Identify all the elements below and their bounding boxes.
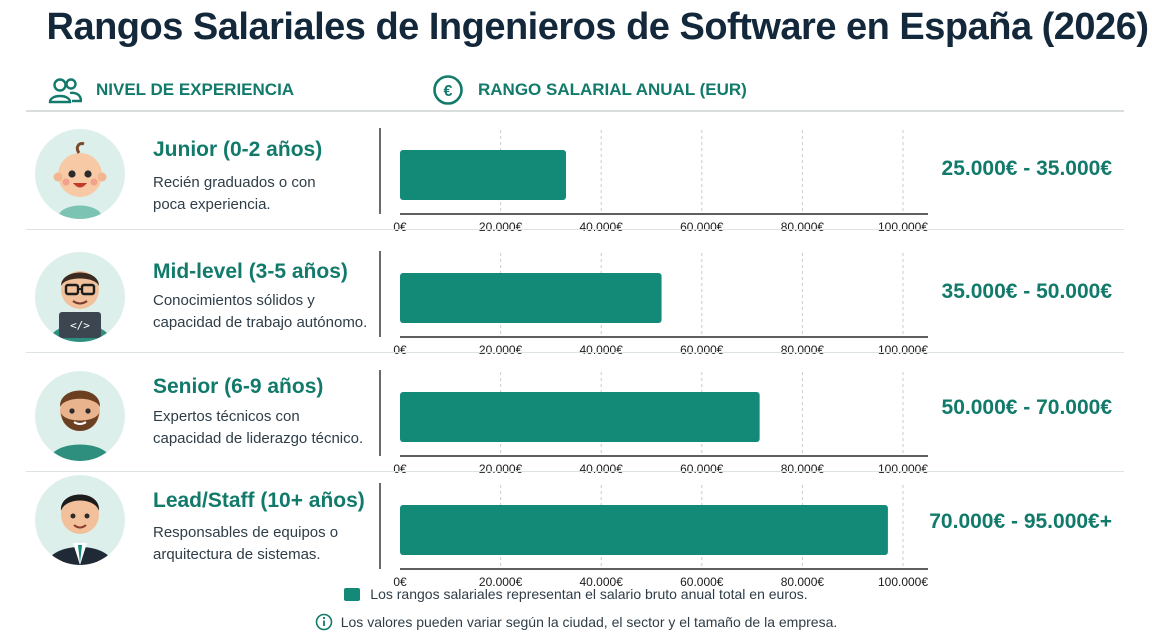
bearded-man-avatar-icon: [35, 371, 125, 461]
x-tick-label: 100.000€: [878, 220, 928, 234]
level-description: Recién graduados o con poca experiencia.: [153, 174, 316, 213]
level-title: Senior (6-9 años): [153, 375, 324, 398]
header-divider: [26, 110, 1124, 112]
x-tick-label: 100.000€: [878, 343, 928, 357]
x-tick-label: 60.000€: [680, 220, 724, 234]
row-divider: [26, 471, 1124, 472]
man-in-suit-avatar-icon: [35, 475, 125, 565]
x-tick-label: 20.000€: [479, 343, 523, 357]
x-tick-label: 80.000€: [781, 462, 825, 476]
x-tick-label: 100.000€: [878, 575, 928, 589]
x-tick-label: 60.000€: [680, 462, 724, 476]
euro-icon: €: [433, 75, 463, 105]
legend-swatch: [344, 587, 361, 601]
x-tick-label: 80.000€: [781, 575, 825, 589]
level-column-label: NIVEL DE EXPERIENCIA: [96, 80, 295, 99]
x-tick-label: 20.000€: [479, 462, 523, 476]
info-icon: [315, 613, 333, 631]
x-tick-label: 20.000€: [479, 220, 523, 234]
footnote: Los valores pueden variar según la ciuda…: [0, 613, 1152, 631]
x-tick-label: 0€: [393, 220, 407, 234]
salary-bar-chart-senior: 0€ 20.000€ 40.000€ 60.000€ 80.000€ 100.000€: [379, 370, 928, 476]
salary-bar: [400, 273, 662, 323]
x-tick-label: 20.000€: [479, 575, 523, 589]
salary-bar-chart-lead: 0€ 20.000€ 40.000€ 60.000€ 80.000€ 100.000€: [379, 483, 928, 589]
baby-avatar-icon: [35, 129, 125, 219]
level-row-senior: Senior (6-9 años) Expertos técnicos con c…: [26, 356, 1124, 476]
level-column-header: NIVEL DE EXPERIENCIA: [48, 72, 294, 108]
x-tick-label: 40.000€: [580, 575, 624, 589]
level-title: Lead/Staff (10+ años): [153, 489, 365, 512]
salary-range-value: 50.000€ - 70.000€: [941, 396, 1112, 419]
developer-with-laptop-avatar-icon: </>: [35, 252, 125, 342]
x-tick-label: 40.000€: [580, 220, 624, 234]
level-description: Responsables de equipos o arquitectura de…: [153, 524, 339, 563]
salary-bar: [400, 150, 566, 200]
salary-bar-chart-mid: 0€ 20.000€ 40.000€ 60.000€ 80.000€ 100.000€: [379, 251, 928, 357]
footnote-text: Los valores pueden variar según la ciuda…: [340, 614, 838, 630]
level-title: Junior (0-2 años): [153, 138, 323, 161]
x-tick-label: 40.000€: [580, 462, 624, 476]
svg-text:€: €: [444, 83, 453, 100]
people-icon: [48, 78, 82, 104]
x-tick-label: 0€: [393, 343, 407, 357]
x-tick-label: 80.000€: [781, 220, 825, 234]
level-row-junior: Junior (0-2 años) Recién graduados o con…: [26, 114, 1124, 234]
row-divider: [26, 229, 1124, 230]
legend-text: Los rangos salariales representan el sal…: [370, 586, 808, 602]
level-row-mid: </> Mid-level (3-5 años) Conocimientos s…: [26, 237, 1124, 357]
salary-range-value: 25.000€ - 35.000€: [941, 157, 1112, 180]
row-divider: [26, 352, 1124, 353]
salary-bar: [400, 392, 760, 442]
x-tick-label: 80.000€: [781, 343, 825, 357]
salary-column-header: € RANGO SALARIAL ANUAL (EUR): [432, 72, 747, 108]
x-tick-label: 60.000€: [680, 343, 724, 357]
level-description: Expertos técnicos con capacidad de lidera…: [153, 408, 364, 447]
legend: Los rangos salariales representan el sal…: [0, 586, 1152, 602]
x-tick-label: 60.000€: [680, 575, 724, 589]
salary-range-value: 70.000€ - 95.000€+: [929, 510, 1112, 533]
svg-text:</>: </>: [70, 319, 90, 332]
x-tick-label: 0€: [393, 462, 407, 476]
x-tick-label: 100.000€: [878, 462, 928, 476]
x-tick-label: 0€: [393, 575, 407, 589]
x-tick-label: 40.000€: [580, 343, 624, 357]
salary-column-label: RANGO SALARIAL ANUAL (EUR): [478, 80, 747, 99]
level-description: Conocimientos sólidos y capacidad de trab…: [153, 292, 368, 331]
level-row-lead: Lead/Staff (10+ años) Responsables de eq…: [26, 469, 1124, 589]
page-title: Rangos Salariales de Ingenieros de Softw…: [46, 6, 1149, 48]
salary-bar: [400, 505, 888, 555]
level-title: Mid-level (3-5 años): [153, 260, 348, 283]
salary-bar-chart-junior: 0€ 20.000€ 40.000€ 60.000€ 80.000€ 100.000€: [379, 128, 928, 234]
salary-range-value: 35.000€ - 50.000€: [941, 280, 1112, 303]
